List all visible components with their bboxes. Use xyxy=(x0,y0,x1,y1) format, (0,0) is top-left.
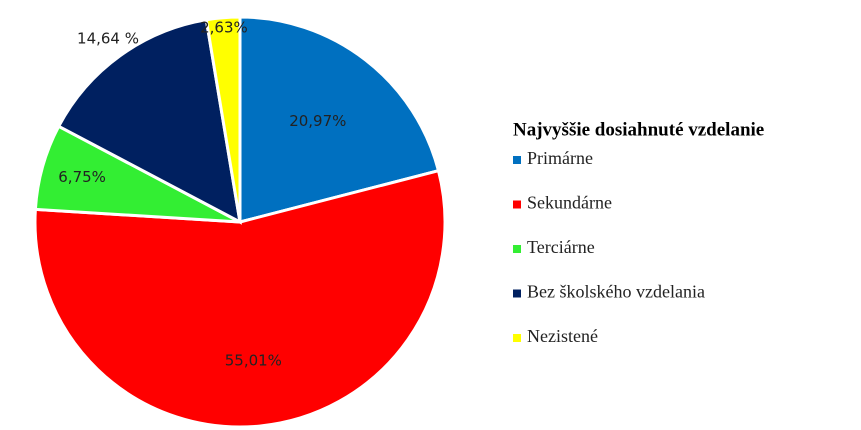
legend-swatch xyxy=(513,289,521,298)
data-label: 2,63% xyxy=(200,18,248,36)
data-label: 6,75% xyxy=(58,168,106,186)
legend-label: Primárne xyxy=(527,148,593,168)
pie-slice xyxy=(238,15,441,224)
legend-swatch xyxy=(513,156,521,164)
legend-swatch xyxy=(513,200,521,209)
legend-label: Nezistené xyxy=(527,326,598,346)
legend-label: Sekundárne xyxy=(527,193,612,213)
legend-swatch xyxy=(513,245,521,253)
data-label: 20,97% xyxy=(289,112,346,130)
data-label: 55,01% xyxy=(225,351,282,369)
data-label: 14,64 % xyxy=(77,30,139,48)
legend-label: Bez školského vzdelania xyxy=(527,282,705,302)
legend-swatch xyxy=(513,334,521,342)
pie-slice xyxy=(204,15,242,223)
legend-title: Najvyššie dosiahnuté vzdelanie xyxy=(513,119,764,140)
pie-slice xyxy=(56,18,242,225)
pie-slice xyxy=(33,168,447,429)
legend-label: Terciárne xyxy=(527,237,595,257)
